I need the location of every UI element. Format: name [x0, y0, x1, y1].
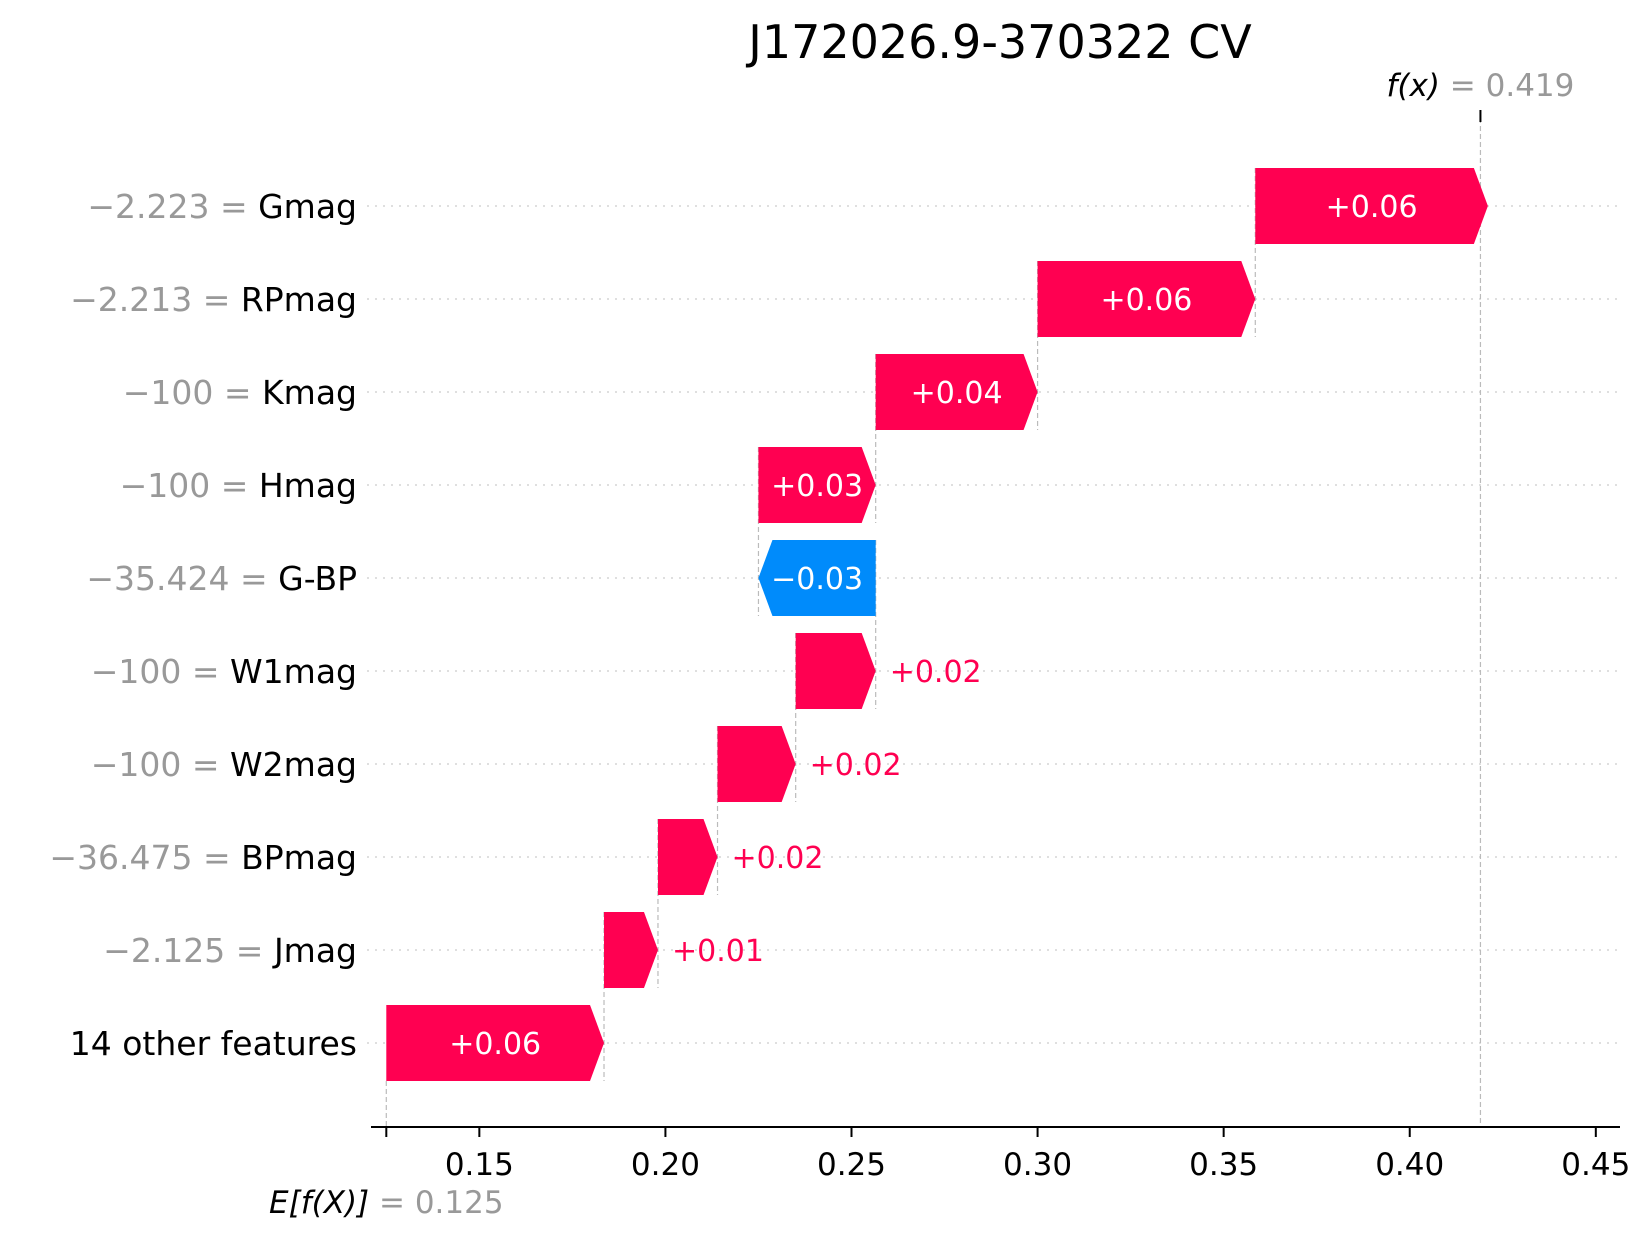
x-tick-label: 0.30: [1003, 1147, 1072, 1183]
feature-labels: +0.06 −2.223 = Gmag +0.06 −2.213 = RPmag +0.…: [49, 187, 1417, 1063]
bar-value-label: +0.01: [672, 934, 764, 969]
feature-value: −2.213 =: [70, 280, 241, 319]
bar-positive: [386, 1005, 605, 1081]
feature-value: −2.125 =: [103, 931, 274, 970]
feature-label: −36.475 = BPmag: [49, 838, 357, 877]
output-value-label: f(x): [1386, 68, 1449, 104]
feature-name: W1mag: [230, 652, 357, 691]
feature-name: BPmag: [241, 838, 357, 877]
annotations: f(x) = 0.419 E[f(X)] = 0.125: [269, 68, 1574, 1221]
bar-positive: [1037, 261, 1256, 337]
feature-label: −2.213 = RPmag: [70, 280, 357, 319]
bars: [386, 168, 1488, 1081]
bar-positive: [1255, 168, 1488, 244]
bar-value-label: −0.03: [771, 562, 863, 597]
x-tick-label: 0.35: [1189, 1147, 1258, 1183]
feature-name: Kmag: [262, 373, 357, 412]
bar-positive: [795, 633, 876, 709]
bar-value-label: +0.02: [810, 748, 902, 783]
feature-label: −35.424 = G-BP: [86, 559, 357, 598]
connector-lines: [385, 110, 1482, 1127]
base-value-annotation: E[f(X)] = 0.125: [269, 1185, 504, 1221]
feature-label: −2.125 = Jmag: [103, 931, 357, 970]
x-tick-label: 0.20: [631, 1147, 700, 1183]
chart-title: J172026.9-370322 CV: [745, 15, 1252, 69]
feature-name: Hmag: [259, 466, 357, 505]
feature-label: −2.223 = Gmag: [87, 187, 357, 226]
base-value-label: E[f(X)]: [269, 1185, 379, 1221]
x-axis: 0.15 0.20 0.25 0.30 0.35 0.40 0.45: [371, 1126, 1630, 1183]
feature-label: −100 = Kmag: [123, 373, 357, 412]
feature-label: −100 = W1mag: [91, 652, 357, 691]
bar-value-label: +0.06: [1326, 190, 1418, 225]
feature-value: −100 =: [91, 652, 230, 691]
bar-value-label: +0.06: [1100, 283, 1192, 318]
x-tick-label: 0.40: [1375, 1147, 1444, 1183]
output-value-annotation: f(x) = 0.419: [1386, 68, 1574, 104]
base-value-number: = 0.125: [379, 1185, 504, 1221]
feature-value: −36.475 =: [49, 838, 241, 877]
x-tick-label: 0.45: [1561, 1147, 1630, 1183]
bar-positive: [717, 726, 796, 802]
feature-name: W2mag: [230, 745, 357, 784]
feature-label: 14 other features: [70, 1024, 357, 1063]
bar-positive: [758, 447, 876, 523]
feature-value: −2.223 =: [87, 187, 258, 226]
bar-value-label: +0.04: [911, 376, 1003, 411]
grid-lines: [367, 205, 1620, 1044]
feature-value: −100 =: [91, 745, 230, 784]
feature-value: −35.424 =: [86, 559, 278, 598]
feature-name: Jmag: [272, 931, 357, 970]
feature-label: −100 = Hmag: [120, 466, 357, 505]
x-tick-label: 0.15: [445, 1147, 514, 1183]
output-value-number: = 0.419: [1450, 68, 1575, 104]
feature-name: 14 other features: [70, 1024, 357, 1063]
bar-positive: [604, 912, 658, 988]
feature-value: −100 =: [120, 466, 259, 505]
bar-positive: [875, 354, 1038, 430]
feature-name: G-BP: [278, 559, 357, 598]
feature-value: −100 =: [123, 373, 262, 412]
bar-value-label: +0.03: [771, 469, 863, 504]
feature-name: RPmag: [241, 280, 357, 319]
bar-value-label: +0.06: [449, 1027, 541, 1062]
feature-name: Gmag: [258, 187, 357, 226]
bar-negative: [758, 540, 876, 616]
bar-value-label: +0.02: [890, 655, 982, 690]
bar-positive: [657, 819, 718, 895]
bar-value-label: +0.02: [732, 841, 824, 876]
feature-label: −100 = W2mag: [91, 745, 357, 784]
x-tick-label: 0.25: [817, 1147, 886, 1183]
